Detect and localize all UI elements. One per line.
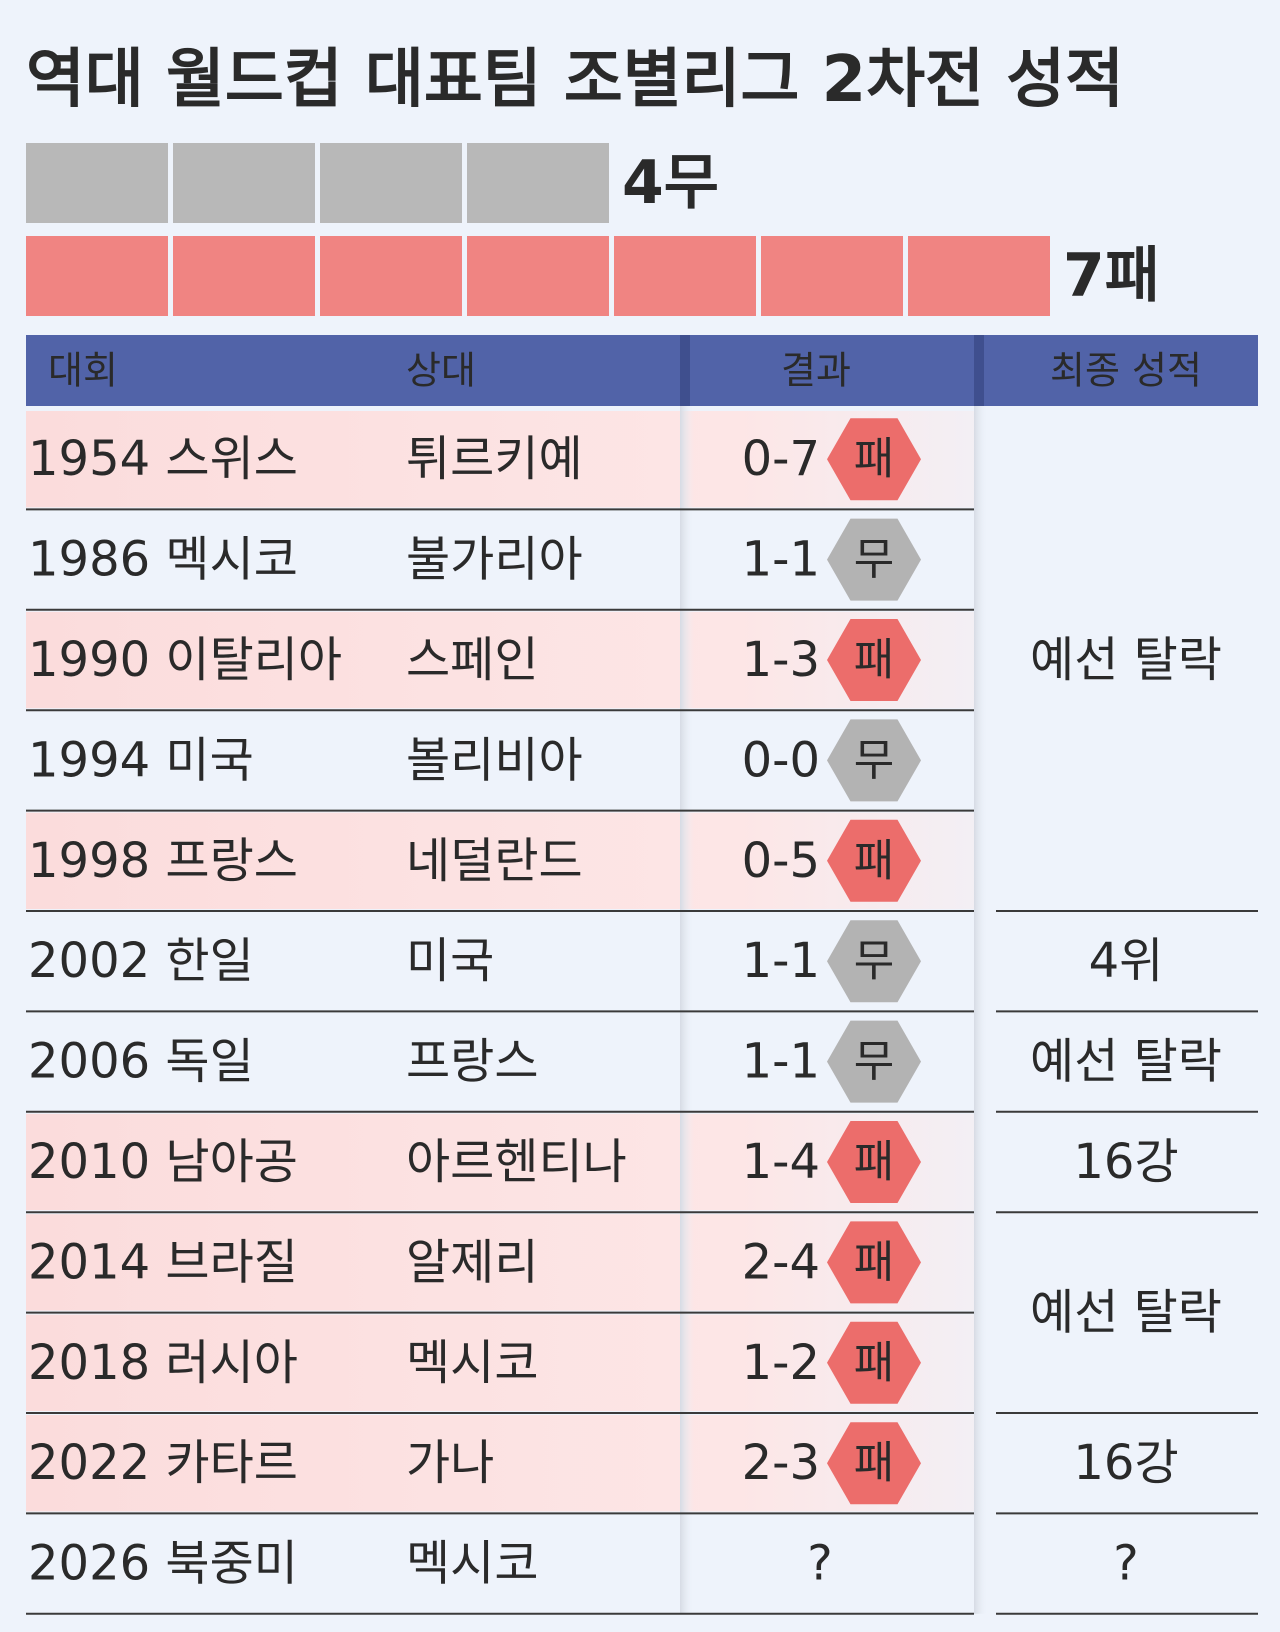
tally-label: 7패 <box>1063 241 1160 311</box>
opponent: 불가리아 <box>406 532 583 588</box>
column-separator <box>680 335 694 1614</box>
table-header <box>26 335 1258 406</box>
result-badge <box>827 1121 921 1203</box>
opponent: 미국 <box>406 933 494 989</box>
score: 2-3 <box>742 1435 820 1491</box>
event: 2006 독일 <box>28 1034 254 1090</box>
result: 무 <box>854 534 894 585</box>
final-result: ? <box>1113 1536 1138 1592</box>
tally-label: 4무 <box>622 148 719 218</box>
score: 2-4 <box>742 1234 820 1290</box>
score: 1-1 <box>742 933 820 989</box>
loss-row-bg <box>26 1314 976 1411</box>
tally-block <box>26 236 168 316</box>
score: 1-1 <box>742 532 820 588</box>
tally-block <box>908 236 1050 316</box>
score: 0-0 <box>742 732 820 788</box>
column-header: 최종 성적 <box>1050 349 1202 393</box>
event: 2010 남아공 <box>28 1134 298 1190</box>
tally-block <box>467 143 609 223</box>
column-header: 대회 <box>48 349 118 393</box>
final-result: 16강 <box>1073 1435 1178 1491</box>
column-header: 결과 <box>781 349 851 393</box>
score: 1-2 <box>742 1335 820 1391</box>
opponent: 알제리 <box>406 1234 538 1290</box>
tally-block <box>26 143 168 223</box>
tally-block <box>761 236 903 316</box>
score: 0-5 <box>742 833 820 889</box>
result-badge <box>827 1020 921 1103</box>
loss-row-bg <box>26 1113 976 1211</box>
result-badge <box>827 1321 921 1404</box>
result-badge <box>827 619 921 701</box>
opponent: 튀르키예 <box>406 431 583 487</box>
final-result: 16강 <box>1073 1134 1178 1190</box>
opponent: 멕시코 <box>406 1536 538 1592</box>
opponent: 가나 <box>406 1435 494 1491</box>
result-badge <box>827 1221 921 1304</box>
opponent: 볼리비아 <box>406 732 583 788</box>
result-badge <box>827 719 921 802</box>
result: 패 <box>854 1337 894 1388</box>
event: 2002 한일 <box>28 933 254 989</box>
result: 무 <box>854 735 894 786</box>
event: 2018 러시아 <box>28 1335 298 1391</box>
score: 1-4 <box>742 1134 820 1190</box>
loss-row-bg <box>26 411 976 508</box>
event: 2026 북중미 <box>28 1536 298 1592</box>
loss-row-bg <box>26 812 976 909</box>
event: 1994 미국 <box>28 732 254 788</box>
tally-block <box>173 236 315 316</box>
result-badge <box>827 518 921 601</box>
loss-row-bg <box>26 1214 976 1311</box>
result: 패 <box>854 1237 894 1288</box>
result: 패 <box>854 1438 894 1489</box>
score: 1-3 <box>742 632 820 688</box>
tally-block <box>467 236 609 316</box>
opponent: 멕시코 <box>406 1335 538 1391</box>
tally-block <box>173 143 315 223</box>
result: 패 <box>854 1137 894 1188</box>
event: 1954 스위스 <box>28 431 298 487</box>
final-result: 4위 <box>1089 933 1164 989</box>
final-result: 예선 탈락 <box>1030 632 1222 688</box>
tally-block <box>320 236 462 316</box>
result: 무 <box>854 936 894 987</box>
score: 1-1 <box>742 1034 820 1090</box>
opponent: 네덜란드 <box>406 833 583 889</box>
header-separator <box>680 335 690 406</box>
event: 2022 카타르 <box>28 1435 298 1491</box>
column-header: 상대 <box>406 349 476 393</box>
result: 패 <box>854 434 894 485</box>
opponent: 프랑스 <box>406 1034 538 1090</box>
event: 1998 프랑스 <box>28 833 298 889</box>
title: 역대 월드컵 대표팀 조별리그 2차전 성적 <box>26 43 1124 117</box>
final-result: 예선 탈락 <box>1030 1034 1222 1090</box>
result-badge <box>827 819 921 902</box>
opponent: 스페인 <box>406 632 538 688</box>
tally-block <box>320 143 462 223</box>
result-badge <box>827 418 921 501</box>
result: 무 <box>854 1036 894 1087</box>
result-badge <box>827 1422 921 1505</box>
opponent: 아르헨티나 <box>406 1134 627 1190</box>
loss-row-bg <box>26 1415 976 1512</box>
loss-row-bg <box>26 611 976 709</box>
result-badge <box>827 920 921 1003</box>
column-separator <box>974 335 988 1614</box>
tally-block <box>614 236 756 316</box>
event: 2014 브라질 <box>28 1234 298 1290</box>
event: 1986 멕시코 <box>28 532 298 588</box>
result: 패 <box>854 835 894 886</box>
event: 1990 이탈리아 <box>28 632 342 688</box>
header-separator <box>974 335 984 406</box>
score: ? <box>807 1536 832 1592</box>
final-result: 예선 탈락 <box>1030 1285 1222 1341</box>
result: 패 <box>854 635 894 686</box>
score: 0-7 <box>742 431 820 487</box>
